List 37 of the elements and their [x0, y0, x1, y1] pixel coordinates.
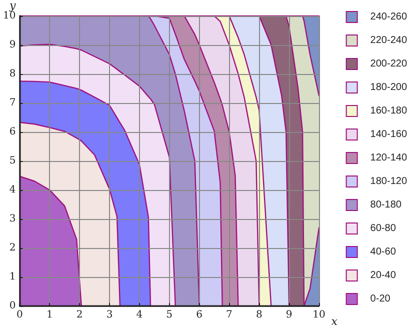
legend-label: 180-120 [370, 176, 408, 187]
legend-label: 200-220 [370, 58, 408, 70]
y-tick-label: 3 [9, 213, 16, 224]
x-tick-label: 3 [106, 310, 113, 320]
y-tick-label: 5 [9, 155, 16, 166]
y-tick-label: 2 [9, 242, 16, 254]
x-tick-label: 1 [46, 310, 53, 320]
x-axis-title: x [331, 315, 338, 327]
x-tick-label: 10 [312, 310, 326, 320]
y-tick-label: 7 [9, 97, 16, 108]
x-tick-label: 9 [286, 310, 292, 320]
legend-label: 180-200 [370, 82, 408, 93]
x-tick-label: 6 [196, 310, 202, 320]
y-tick-label: 10 [2, 10, 16, 22]
y-tick-label: 8 [9, 68, 16, 80]
legend-label: 240-260 [370, 12, 408, 22]
legend-label: 20-40 [370, 270, 396, 281]
legend-label: 220-240 [370, 35, 408, 46]
legend-label: 140-160 [370, 129, 408, 140]
y-tick-label: 1 [9, 271, 16, 282]
y-tick-label: 0 [9, 300, 16, 312]
y-tick-label: 4 [9, 184, 16, 196]
legend-label: 120-140 [370, 152, 408, 164]
x-tick-label: 0 [16, 310, 23, 320]
x-tick-label: 8 [256, 310, 262, 320]
x-tick-label: 7 [226, 310, 232, 320]
y-tick-label: 6 [9, 126, 16, 138]
legend-label: 0-20 [370, 294, 391, 304]
x-tick-label: 4 [136, 310, 143, 320]
y-tick-label: 9 [9, 39, 16, 50]
legend-label: 40-60 [370, 246, 396, 258]
legend-label: 80-180 [370, 200, 402, 210]
x-tick-label: 2 [76, 310, 83, 320]
legend-label: 60-80 [370, 223, 396, 234]
legend-label: 160-180 [370, 106, 408, 116]
x-tick-label: 5 [166, 310, 173, 320]
y-axis-title: y [8, 0, 17, 12]
